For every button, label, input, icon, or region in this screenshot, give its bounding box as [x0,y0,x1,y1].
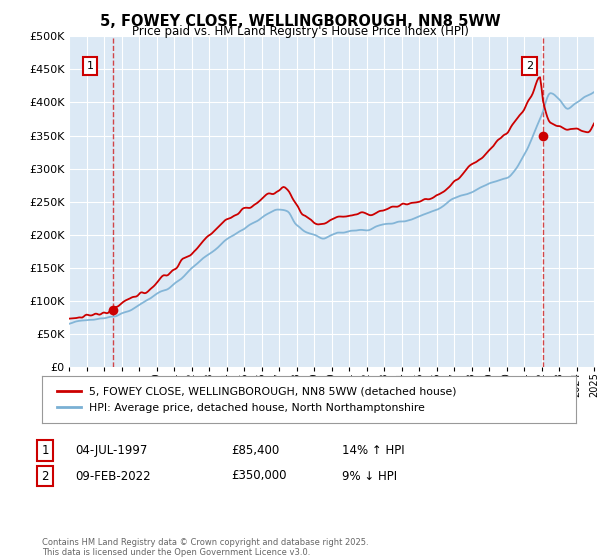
Text: Contains HM Land Registry data © Crown copyright and database right 2025.
This d: Contains HM Land Registry data © Crown c… [42,538,368,557]
Text: 14% ↑ HPI: 14% ↑ HPI [342,444,404,457]
Text: 09-FEB-2022: 09-FEB-2022 [75,469,151,483]
Text: 1: 1 [41,444,49,457]
Text: £350,000: £350,000 [231,469,287,483]
Text: 04-JUL-1997: 04-JUL-1997 [75,444,148,457]
Text: Price paid vs. HM Land Registry's House Price Index (HPI): Price paid vs. HM Land Registry's House … [131,25,469,38]
Text: £85,400: £85,400 [231,444,279,457]
Text: 2: 2 [41,469,49,483]
Text: 9% ↓ HPI: 9% ↓ HPI [342,469,397,483]
Text: 2: 2 [526,61,533,71]
Text: 1: 1 [86,61,94,71]
Legend: 5, FOWEY CLOSE, WELLINGBOROUGH, NN8 5WW (detached house), HPI: Average price, de: 5, FOWEY CLOSE, WELLINGBOROUGH, NN8 5WW … [53,382,460,417]
Text: 5, FOWEY CLOSE, WELLINGBOROUGH, NN8 5WW: 5, FOWEY CLOSE, WELLINGBOROUGH, NN8 5WW [100,14,500,29]
